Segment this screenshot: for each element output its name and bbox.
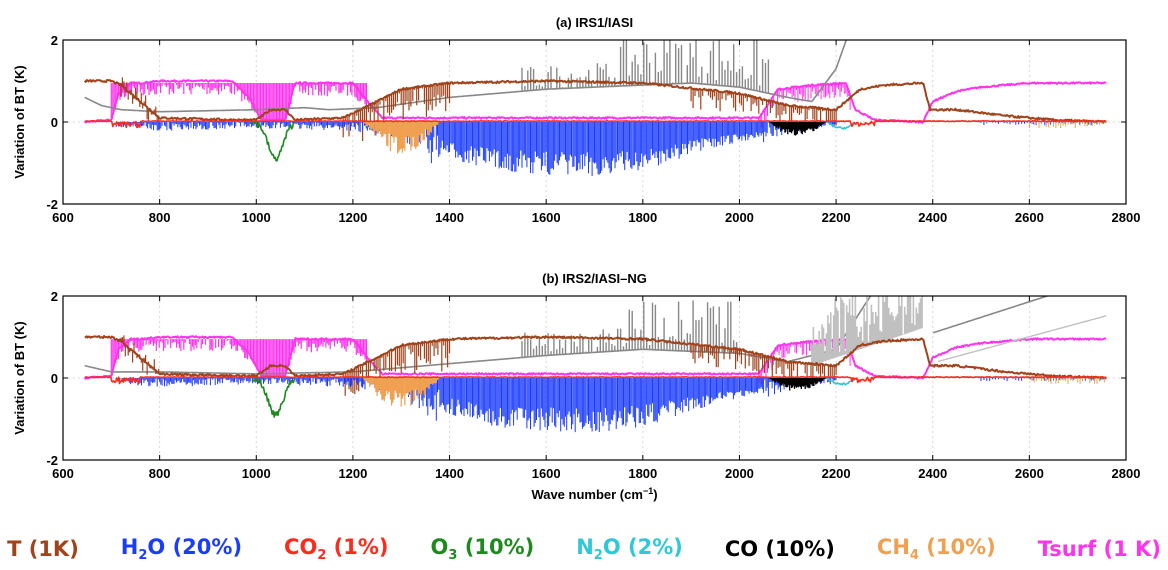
panel-a: 600 800 1000 1200 1400 1600 1800 2000 2200 2400 26…	[12, 15, 1140, 225]
panel-b: 600 800 1000 1200 1400 1600 1800 2000 2200 2400 26…	[12, 271, 1140, 502]
y-tick-label: -2	[46, 453, 58, 468]
series-reference-light-band	[811, 296, 923, 366]
x-tick-label: 2000	[725, 210, 754, 225]
series-ch4	[363, 122, 440, 154]
legend: T (1K) H2O (20%) CO2 (1%) O3 (10%) N2O (2%) C…	[0, 532, 1168, 566]
x-tick-label: 2200	[822, 210, 851, 225]
series-t-spikes-2	[342, 83, 451, 141]
x-tick-label: 2400	[918, 210, 947, 225]
x-tick-label: 1800	[628, 210, 657, 225]
x-tick-label: 1600	[532, 466, 561, 481]
series-o3	[251, 120, 296, 162]
series-ch4	[363, 378, 440, 407]
plot-area	[83, 296, 1108, 433]
x-tick-label: 800	[149, 210, 171, 225]
x-tick-label: 2600	[1015, 466, 1044, 481]
series-t	[83, 79, 1107, 124]
panel-title: (b) IRS2/IASI–NG	[542, 271, 647, 286]
series-reference-light-tail	[937, 315, 1107, 363]
x-tick-label: 2400	[918, 466, 947, 481]
y-axis-label: Variation of BT (K)	[12, 65, 27, 178]
legend-entry: O3 (10%)	[430, 534, 535, 564]
x-tick-label: 1400	[435, 210, 464, 225]
x-axis-label: Wave number (cm−1)	[531, 486, 657, 502]
x-tick-label: 2000	[725, 466, 754, 481]
series-co2	[84, 120, 1107, 129]
legend-entry: T (1K)	[7, 537, 79, 561]
series-t-spikes-1	[120, 77, 160, 121]
x-tick-label: 2800	[1112, 210, 1141, 225]
series-h2o	[115, 378, 837, 433]
x-tick-label: 2600	[1015, 210, 1044, 225]
series-h2o	[115, 122, 837, 176]
x-tick-label: 800	[149, 466, 171, 481]
series-co	[768, 378, 827, 391]
series-ch4-tail	[1028, 122, 1108, 129]
x-tick-label: 600	[52, 466, 74, 481]
series-t-spikes-3	[690, 344, 837, 385]
legend-entry: CH4 (10%)	[876, 534, 996, 564]
series-co	[768, 122, 827, 136]
series-t-spikes-1	[120, 335, 160, 375]
legend-entry: N2O (2%)	[576, 534, 683, 564]
series-o3	[251, 377, 296, 418]
legend-entry: CO (10%)	[724, 537, 835, 561]
series-t-spikes-3	[690, 88, 837, 127]
y-axis-label: Variation of BT (K)	[12, 321, 27, 434]
y-tick-label: 2	[51, 33, 58, 48]
series-reference-tail	[932, 296, 1050, 334]
x-tick-label: 2200	[822, 466, 851, 481]
figure: 600 800 1000 1200 1400 1600 1800 2000 2200 2400 26…	[12, 15, 1140, 502]
legend-entry: Tsurf (1 K)	[1037, 537, 1161, 561]
series-tsurf	[83, 335, 1107, 380]
x-tick-label: 1200	[338, 466, 367, 481]
series-t-spikes-2	[342, 339, 451, 396]
y-tick-label: 0	[51, 115, 58, 130]
x-tick-label: 1000	[242, 466, 271, 481]
x-tick-label: 1000	[242, 210, 271, 225]
y-tick-label: 2	[51, 289, 58, 304]
x-tick-label: 600	[52, 210, 74, 225]
plot-area	[83, 40, 1108, 176]
legend-entry: CO2 (1%)	[284, 534, 389, 564]
series-t	[84, 335, 1107, 380]
x-tick-label: 1200	[338, 210, 367, 225]
x-tick-label: 2800	[1112, 466, 1141, 481]
y-tick-label: -2	[46, 197, 58, 212]
series-co2	[84, 376, 1107, 385]
panel-title: (a) IRS1/IASI	[556, 15, 633, 30]
series-ch4-tail	[1028, 378, 1108, 385]
legend-entry: H2O (20%)	[120, 534, 243, 564]
x-tick-label: 1400	[435, 466, 464, 481]
x-tick-label: 1600	[532, 210, 561, 225]
y-tick-label: 0	[51, 371, 58, 386]
x-tick-label: 1800	[628, 466, 657, 481]
